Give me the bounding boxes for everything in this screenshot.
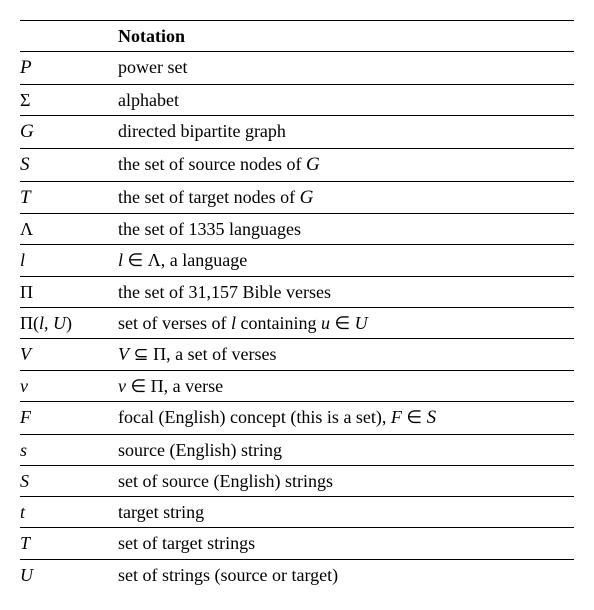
description-cell: v ∈ Π, a verse: [118, 370, 574, 401]
description-cell: alphabet: [118, 84, 574, 115]
description-cell: the set of 1335 languages: [118, 214, 574, 245]
notation-table: Notation Ppower setΣalphabetGdirected bi…: [20, 20, 574, 590]
symbol-cell: V: [20, 339, 118, 370]
table-row: Uset of strings (source or target): [20, 559, 574, 590]
description-cell: target string: [118, 497, 574, 528]
description-cell: set of verses of l containing u ∈ U: [118, 308, 574, 339]
table-row: Tset of target strings: [20, 528, 574, 559]
table-body: Ppower setΣalphabetGdirected bipartite g…: [20, 52, 574, 590]
symbol-cell: Λ: [20, 214, 118, 245]
table-row: Sset of source (English) strings: [20, 465, 574, 496]
table-row: Ffocal (English) concept (this is a set)…: [20, 401, 574, 434]
description-cell: power set: [118, 52, 574, 85]
description-cell: directed bipartite graph: [118, 116, 574, 149]
symbol-cell: t: [20, 497, 118, 528]
header-notation: Notation: [118, 21, 574, 52]
symbol-cell: F: [20, 401, 118, 434]
description-cell: source (English) string: [118, 434, 574, 465]
header-symbol: [20, 21, 118, 52]
symbol-cell: Π: [20, 276, 118, 307]
symbol-cell: S: [20, 465, 118, 496]
symbol-cell: S: [20, 148, 118, 181]
description-cell: the set of target nodes of G: [118, 181, 574, 214]
symbol-cell: P: [20, 52, 118, 85]
symbol-cell: G: [20, 116, 118, 149]
symbol-cell: Π(l, U): [20, 308, 118, 339]
symbol-cell: U: [20, 559, 118, 590]
description-cell: set of target strings: [118, 528, 574, 559]
symbol-cell: T: [20, 528, 118, 559]
table-row: Gdirected bipartite graph: [20, 116, 574, 149]
table-row: ttarget string: [20, 497, 574, 528]
table-row: VV ⊆ Π, a set of verses: [20, 339, 574, 370]
table-row: Σalphabet: [20, 84, 574, 115]
description-cell: focal (English) concept (this is a set),…: [118, 401, 574, 434]
table-row: Π(l, U)set of verses of l containing u ∈…: [20, 308, 574, 339]
symbol-cell: T: [20, 181, 118, 214]
table-row: Πthe set of 31,157 Bible verses: [20, 276, 574, 307]
description-cell: l ∈ Λ, a language: [118, 245, 574, 276]
description-cell: set of strings (source or target): [118, 559, 574, 590]
table-row: Sthe set of source nodes of G: [20, 148, 574, 181]
description-cell: the set of source nodes of G: [118, 148, 574, 181]
symbol-cell: v: [20, 370, 118, 401]
table-row: Tthe set of target nodes of G: [20, 181, 574, 214]
description-cell: set of source (English) strings: [118, 465, 574, 496]
description-cell: the set of 31,157 Bible verses: [118, 276, 574, 307]
table-row: Λthe set of 1335 languages: [20, 214, 574, 245]
symbol-cell: l: [20, 245, 118, 276]
table-row: ssource (English) string: [20, 434, 574, 465]
table-row: Ppower set: [20, 52, 574, 85]
description-cell: V ⊆ Π, a set of verses: [118, 339, 574, 370]
table-row: vv ∈ Π, a verse: [20, 370, 574, 401]
symbol-cell: Σ: [20, 84, 118, 115]
table-row: ll ∈ Λ, a language: [20, 245, 574, 276]
symbol-cell: s: [20, 434, 118, 465]
